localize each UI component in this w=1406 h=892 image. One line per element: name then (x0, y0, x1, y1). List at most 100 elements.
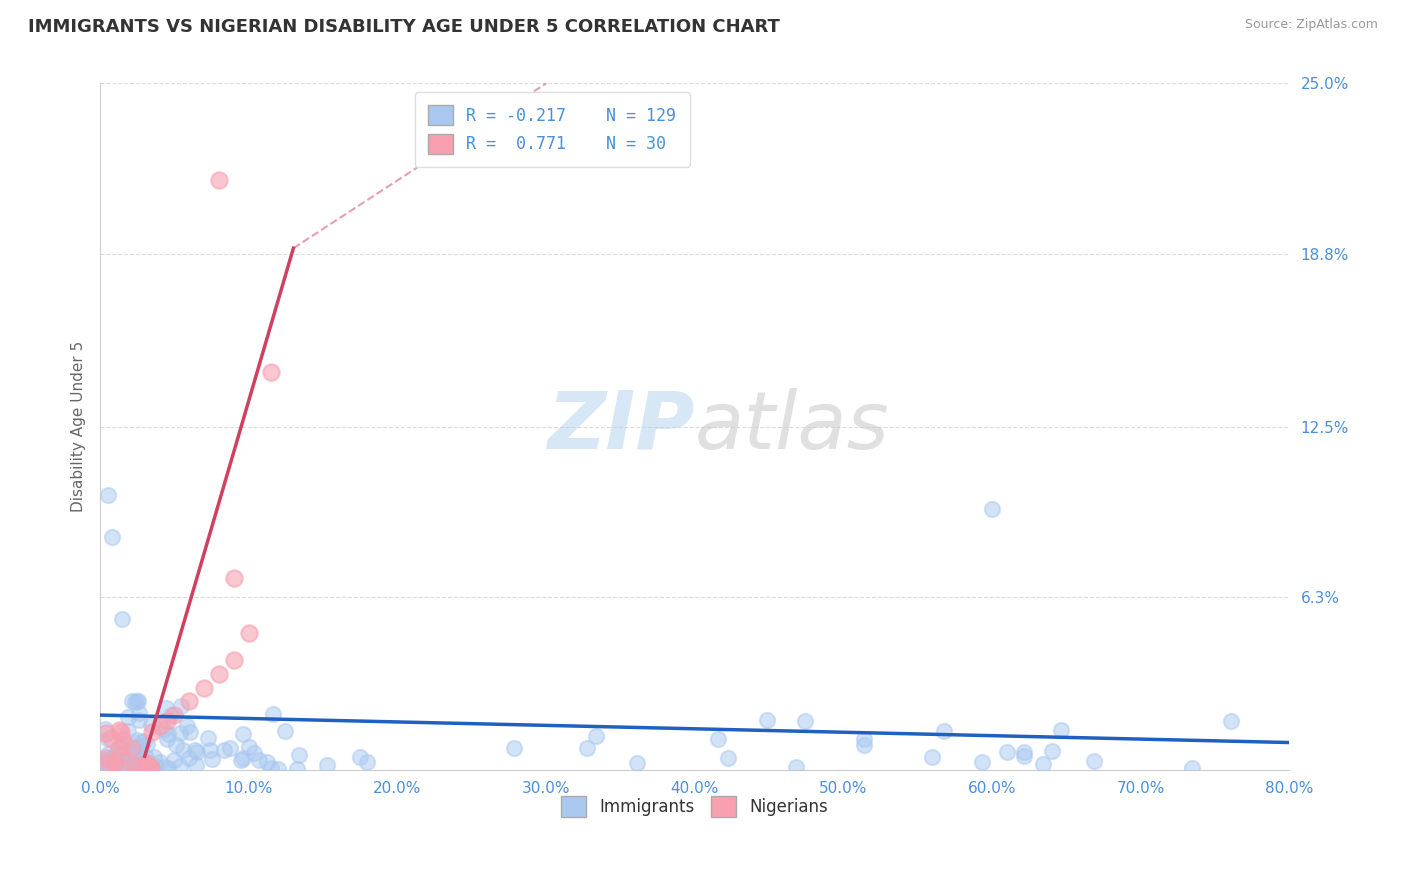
Point (576, 741, 599, 756)
Point (222, 653, 245, 667)
Point (156, 714, 179, 728)
Point (238, 625, 260, 640)
Point (108, 741, 131, 756)
Point (90, 758, 112, 772)
Point (260, 365, 283, 379)
Point (124, 695, 146, 709)
Point (706, 732, 728, 747)
Point (115, 756, 138, 770)
Point (238, 740, 260, 755)
Point (125, 756, 148, 770)
Point (169, 725, 191, 739)
Text: IMMIGRANTS VS NIGERIAN DISABILITY AGE UNDER 5 CORRELATION CHART: IMMIGRANTS VS NIGERIAN DISABILITY AGE UN… (28, 18, 780, 36)
Point (94, 753, 117, 767)
Point (172, 743, 194, 757)
Point (117, 759, 139, 773)
Point (128, 742, 150, 756)
Text: Source: ZipAtlas.com: Source: ZipAtlas.com (1244, 18, 1378, 31)
Point (114, 739, 136, 753)
Point (356, 755, 378, 769)
Point (101, 530, 124, 544)
Point (108, 763, 131, 777)
Point (108, 723, 131, 738)
Point (179, 694, 201, 708)
Point (981, 502, 1004, 516)
Point (111, 742, 134, 756)
Point (90, 762, 112, 776)
Point (127, 739, 149, 754)
Point (1012, 745, 1035, 759)
Point (134, 754, 156, 768)
Point (121, 747, 143, 761)
Point (117, 723, 139, 738)
Point (134, 733, 156, 747)
Point (626, 756, 648, 771)
Point (108, 761, 131, 775)
Point (717, 751, 740, 765)
Point (160, 707, 183, 722)
Point (127, 733, 149, 747)
Point (219, 740, 242, 755)
Point (121, 741, 143, 756)
Point (1012, 749, 1035, 764)
Point (1049, 723, 1071, 738)
Point (165, 739, 187, 753)
Point (995, 745, 1018, 759)
Point (197, 731, 219, 745)
Point (208, 666, 231, 681)
Point (103, 756, 125, 771)
Point (232, 727, 254, 741)
Point (111, 762, 134, 776)
Point (94, 726, 117, 740)
Point (169, 758, 191, 772)
Point (1219, 714, 1241, 728)
Point (112, 736, 135, 750)
Point (970, 756, 993, 770)
Point (793, 714, 815, 728)
Legend: Immigrants, Nigerians: Immigrants, Nigerians (554, 789, 835, 823)
Point (212, 743, 235, 757)
Point (169, 698, 191, 713)
Point (94, 750, 117, 764)
Point (208, 172, 231, 186)
Point (247, 753, 270, 767)
Point (585, 729, 607, 743)
Point (97, 747, 120, 761)
Point (316, 758, 339, 772)
Point (97, 756, 120, 770)
Point (349, 749, 371, 764)
Point (260, 761, 283, 775)
Point (110, 748, 132, 763)
Point (143, 759, 166, 773)
Point (184, 743, 207, 757)
Point (110, 724, 132, 739)
Point (156, 727, 179, 741)
Point (157, 760, 180, 774)
Point (111, 757, 134, 772)
Point (222, 571, 245, 585)
Point (111, 612, 134, 626)
Point (93, 762, 115, 776)
Point (1083, 754, 1105, 768)
Point (198, 743, 221, 757)
Point (934, 724, 956, 739)
Point (108, 761, 131, 775)
Point (121, 761, 143, 775)
Point (129, 763, 152, 777)
Point (853, 732, 876, 747)
Point (149, 719, 172, 733)
Point (262, 706, 284, 721)
Point (229, 753, 252, 767)
Point (128, 714, 150, 728)
Point (117, 710, 139, 724)
Point (256, 755, 278, 769)
Point (111, 732, 134, 747)
Text: atlas: atlas (695, 388, 890, 466)
Point (100, 731, 122, 745)
Point (134, 758, 156, 772)
Point (121, 694, 143, 708)
Point (93, 753, 115, 767)
Point (127, 694, 149, 708)
Point (125, 762, 148, 776)
Point (153, 722, 176, 736)
